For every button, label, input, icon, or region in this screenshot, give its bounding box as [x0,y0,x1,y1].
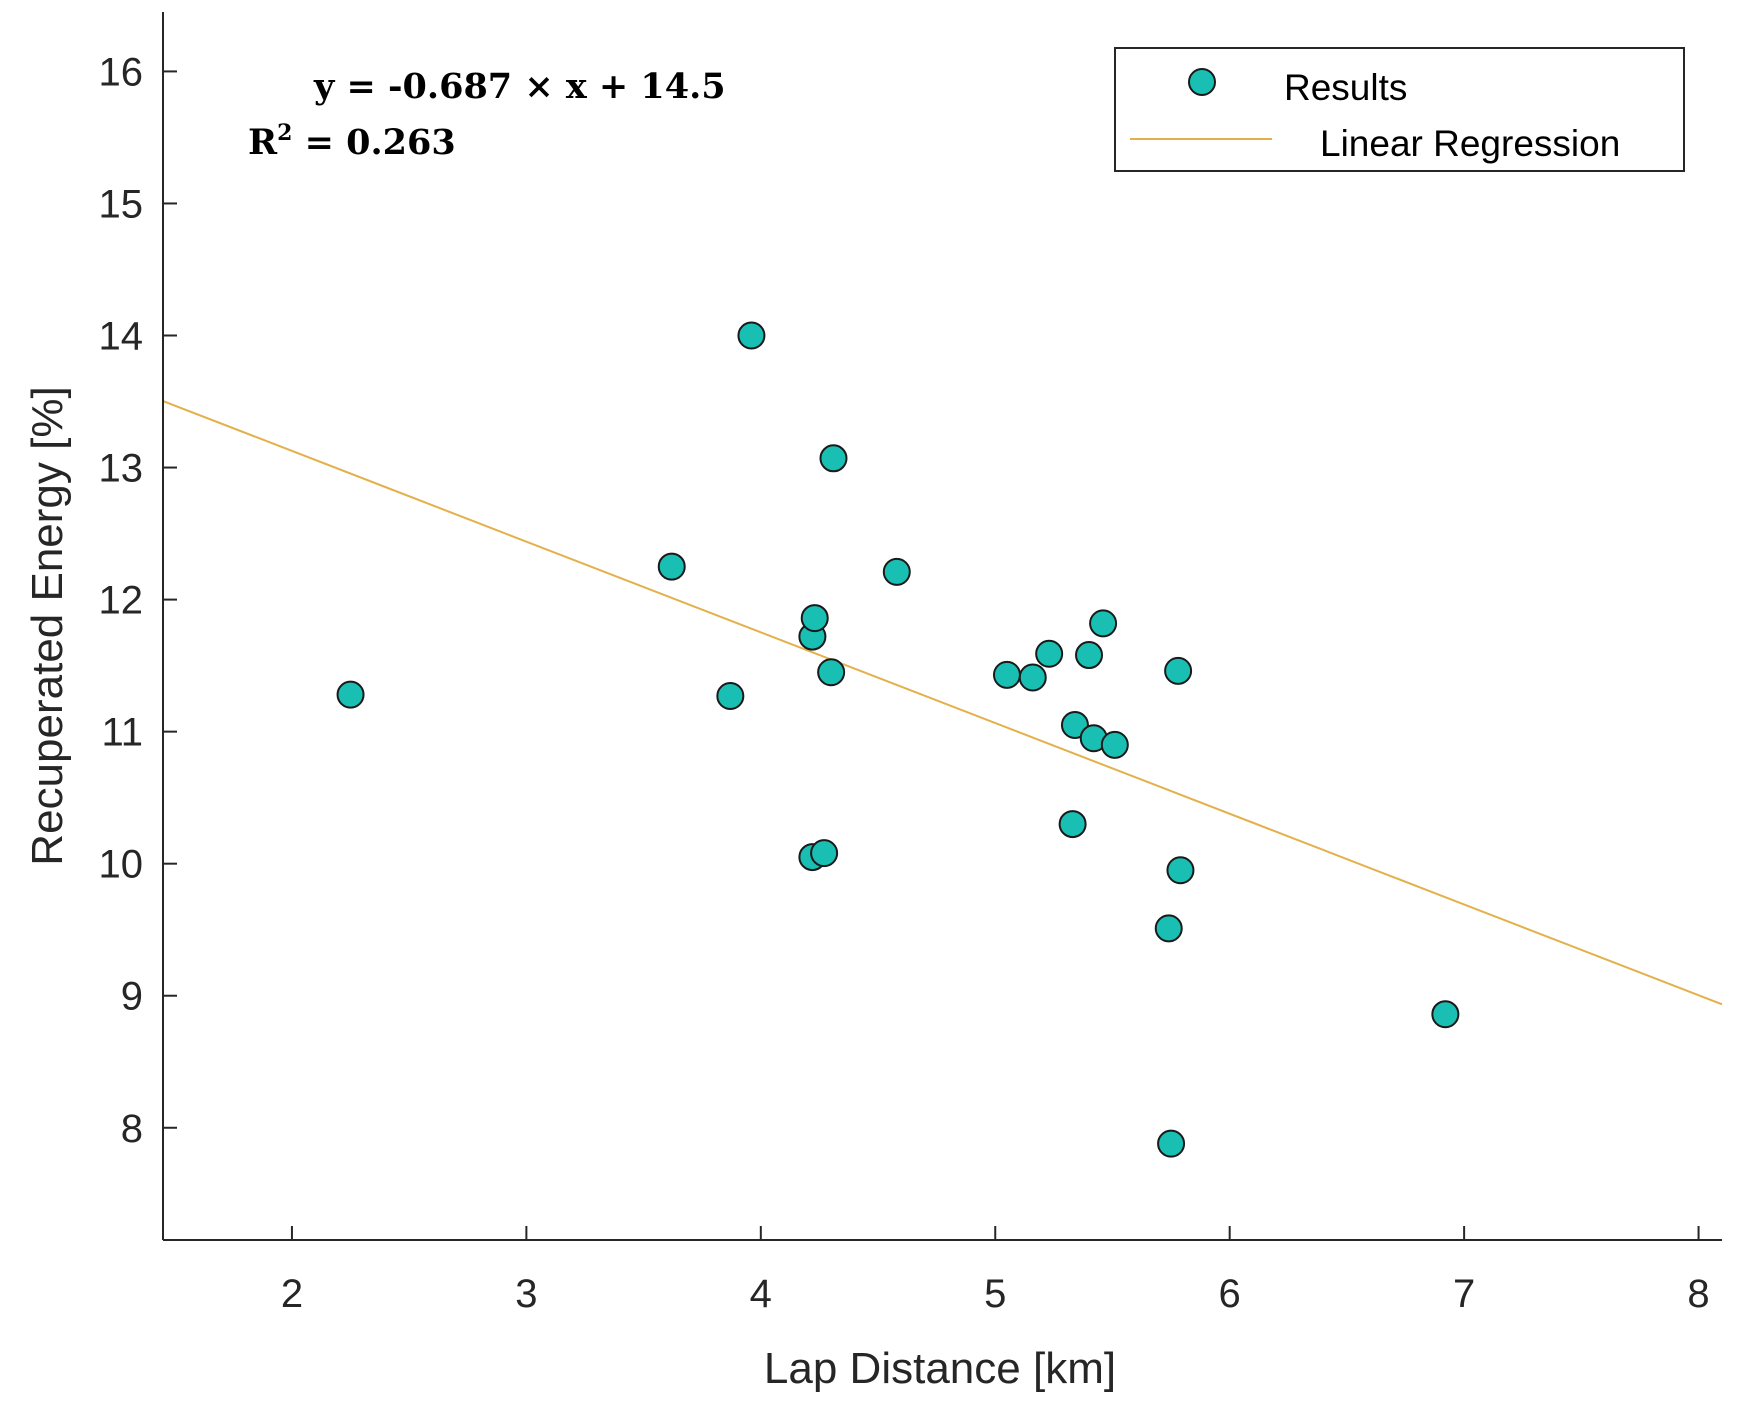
data-point [716,681,745,710]
y-tick-label: 13 [99,447,144,491]
data-point [810,839,839,868]
x-tick-label: 3 [515,1272,537,1316]
x-tick-label: 8 [1687,1272,1709,1316]
r-squared-symbol: R [248,122,278,163]
r-squared-value: = 0.263 [292,122,455,163]
regression-line [162,400,1723,1006]
legend-box [1114,47,1685,172]
data-point [882,557,911,586]
data-point [1157,1129,1186,1158]
data-point [819,444,848,473]
y-tick-label: 12 [99,579,144,623]
data-point [1431,1000,1460,1029]
x-tick-label: 2 [281,1272,303,1316]
r-squared-exponent: 2 [277,120,292,146]
y-tick-label: 15 [99,182,144,226]
data-point [1164,656,1193,685]
y-tick-label: 9 [121,975,143,1019]
y-tick-label: 11 [101,711,143,755]
x-axis-title: Lap Distance [km] [764,1344,1116,1393]
data-point [1058,810,1087,839]
regression-equation: y = -0.687 × x + 14.5 [313,66,726,107]
data-point [817,658,846,687]
y-tick-label: 10 [99,843,144,887]
x-tick-label: 5 [984,1272,1006,1316]
legend-label-results: Results [1284,67,1407,108]
data-point [336,680,365,709]
data-point [1018,663,1047,692]
r-squared-label: R2 = 0.263 [248,120,456,163]
legend-label-regression: Linear Regression [1320,123,1620,164]
legend: Results Linear Regression [1114,47,1685,172]
data-point [737,321,766,350]
y-tick-label: 8 [121,1107,143,1151]
y-axis-title: Recuperated Energy [%] [23,386,72,865]
data-point [800,604,829,633]
data-point [1035,639,1064,668]
legend-marker-results [1188,68,1216,96]
data-point [1166,856,1195,885]
x-tick-label: 4 [750,1272,772,1316]
data-point [1154,914,1183,943]
y-tick-label: 16 [99,50,144,94]
regression-annotation: y = -0.687 × x + 14.5 R2 = 0.263 [248,66,726,163]
x-tick-label: 6 [1219,1272,1241,1316]
data-point [657,552,686,581]
data-point [1100,730,1129,759]
data-point [1075,641,1104,670]
data-point [992,660,1021,689]
x-tick-label: 7 [1453,1272,1475,1316]
y-tick-label: 14 [99,315,144,359]
data-point [1089,609,1118,638]
